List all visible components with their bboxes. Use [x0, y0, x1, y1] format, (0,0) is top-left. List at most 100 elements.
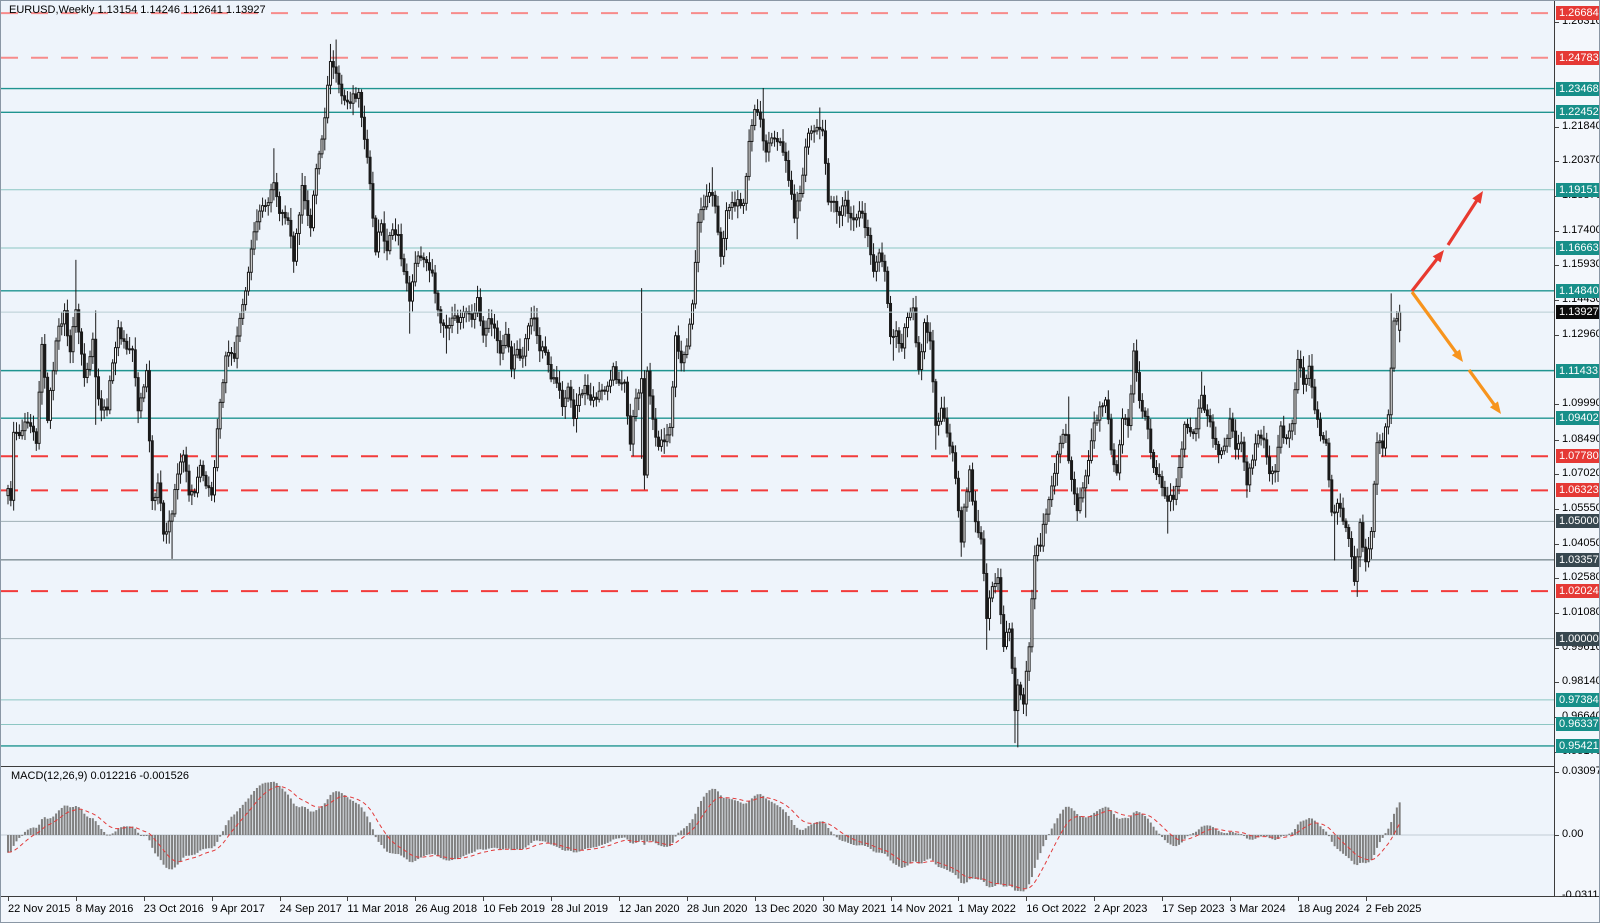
candle-up	[512, 354, 516, 370]
candle-up	[1180, 448, 1184, 468]
macd-histogram-bar	[326, 799, 329, 835]
macd-histogram-bar	[377, 835, 380, 842]
macd-histogram-bar	[1393, 813, 1396, 835]
macd-histogram-bar	[674, 835, 677, 837]
macd-histogram-bar	[258, 785, 261, 835]
candle-down	[1381, 440, 1385, 449]
candle-up	[1194, 428, 1198, 435]
macd-histogram-bar	[550, 835, 553, 845]
macd-histogram-bar	[419, 835, 422, 858]
candle-down	[1019, 684, 1023, 696]
macd-histogram-bar	[275, 783, 278, 835]
macd-histogram-bar	[196, 835, 199, 853]
macd-histogram-bar	[304, 807, 307, 835]
macd-histogram-bar	[1251, 835, 1254, 840]
bearish-projection-arrow[interactable]	[1410, 291, 1459, 356]
candle-up	[63, 310, 67, 325]
candle-down	[467, 311, 471, 315]
price-tick-label: 1.07020	[1562, 467, 1600, 480]
candle-down	[1285, 437, 1289, 440]
candle-down	[889, 302, 893, 337]
macd-histogram-bar	[1211, 827, 1214, 835]
bearish-projection-arrow[interactable]	[1467, 369, 1498, 408]
macd-histogram-bar	[213, 835, 216, 847]
candle-down	[9, 488, 13, 501]
bullish-projection-arrow[interactable]	[1446, 197, 1480, 246]
candle-down	[201, 464, 205, 476]
macd-histogram-bar	[117, 828, 120, 835]
macd-histogram-bar	[134, 828, 137, 835]
candle-down	[427, 262, 431, 271]
macd-histogram-bar	[1011, 835, 1014, 888]
macd-histogram-bar	[442, 835, 445, 860]
macd-histogram-bar	[1158, 833, 1161, 835]
macd-histogram-bar	[1299, 821, 1302, 835]
candle-up	[1007, 628, 1011, 633]
price-chart[interactable]	[1, 1, 1555, 766]
candle-up	[1395, 318, 1399, 322]
macd-histogram-bar	[719, 795, 722, 835]
candle-up	[218, 401, 222, 430]
candle-up	[1044, 513, 1048, 525]
date-axis[interactable]: 22 Nov 2015 8 May 2016 23 Oct 2016 9 Apr 20…	[1, 897, 1599, 922]
macd-histogram-bar	[510, 835, 513, 851]
panel-separator[interactable]	[1, 766, 1555, 767]
candle-up	[300, 185, 304, 216]
candle-down	[436, 292, 440, 311]
candle-down	[43, 343, 47, 378]
candle-up	[707, 192, 711, 197]
level-price-badge: 1.09402	[1556, 411, 1599, 426]
macd-histogram-bar	[312, 811, 315, 835]
candle-up	[501, 344, 505, 354]
candle-down	[340, 83, 344, 97]
macd-histogram-bar	[929, 835, 932, 859]
macd-histogram-bar	[524, 835, 527, 848]
candle-down	[1299, 358, 1303, 369]
candle-down	[832, 200, 836, 203]
macd-histogram-bar	[714, 788, 717, 835]
candle-down	[345, 99, 349, 103]
macd-histogram-bar	[940, 835, 943, 868]
candle-up	[620, 382, 624, 385]
macd-histogram-bar	[26, 829, 29, 835]
price-tick-label: 1.04050	[1562, 536, 1600, 549]
candle-down	[493, 323, 497, 329]
macd-histogram-bar	[1373, 835, 1376, 855]
macd-histogram-bar	[784, 812, 787, 835]
candle-up	[20, 430, 24, 437]
candle-up	[1304, 377, 1308, 385]
macd-histogram-bar	[476, 835, 479, 850]
candle-down	[823, 130, 827, 164]
price-tick-label: 1.20370	[1562, 154, 1600, 167]
candle-up	[326, 84, 330, 119]
candle-down	[289, 219, 293, 237]
macd-histogram-bar	[869, 835, 872, 849]
macd-indicator-chart[interactable]	[1, 767, 1555, 896]
macd-values: 0.012216 -0.001526	[90, 770, 189, 782]
macd-histogram-bar	[1152, 826, 1155, 835]
macd-histogram-bar	[210, 835, 213, 849]
candle-down	[1350, 538, 1354, 558]
bullish-projection-arrow[interactable]	[1410, 256, 1440, 292]
candle-up	[6, 488, 10, 497]
candle-down	[337, 72, 341, 85]
macd-histogram-bar	[617, 835, 620, 839]
candle-down	[1364, 546, 1368, 563]
candle-up	[1050, 485, 1054, 501]
macd-histogram-bar	[250, 794, 253, 835]
macd-histogram-bar	[23, 831, 26, 835]
macd-histogram-bar	[120, 827, 123, 835]
candle-down	[973, 500, 977, 523]
candle-down	[402, 258, 406, 273]
date-label: 9 Apr 2017	[211, 903, 265, 915]
candle-up	[176, 473, 180, 491]
macd-histogram-bar	[779, 806, 782, 835]
candle-up	[235, 335, 239, 359]
candle-up	[1030, 598, 1034, 648]
price-axis[interactable]: 1.263101.218401.203701.188701.174001.159…	[1555, 1, 1600, 901]
macd-histogram-bar	[917, 835, 920, 864]
macd-histogram-bar	[544, 835, 547, 842]
macd-histogram-bar	[335, 791, 338, 835]
candle-down	[1234, 430, 1238, 450]
candle-up	[244, 290, 248, 306]
